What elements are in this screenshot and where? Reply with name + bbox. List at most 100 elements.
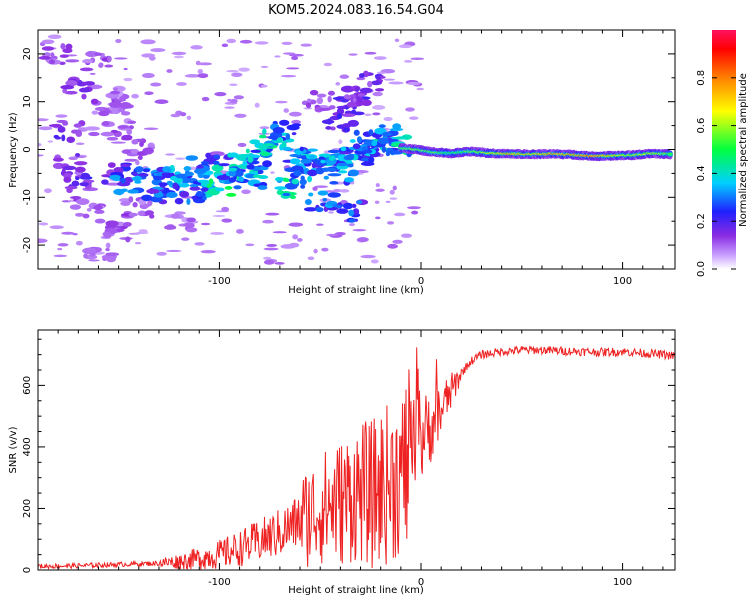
y-tick-label: 600: [22, 376, 33, 395]
speckle: [144, 91, 154, 96]
heatmap-cell: [339, 151, 352, 155]
heatmap-cell: [319, 107, 332, 111]
speckle: [364, 113, 372, 116]
heatmap-cell: [308, 192, 314, 197]
speckle: [270, 171, 275, 174]
speckle: [263, 247, 279, 251]
colorbar-label: Normalized spectral amplitude: [738, 73, 749, 227]
speckle: [143, 127, 159, 130]
heatmap-cell: [105, 255, 117, 263]
speckle: [94, 218, 106, 224]
speckle: [140, 39, 156, 45]
spectrogram-ylabel: Frequency (Hz): [8, 112, 19, 188]
heatmap-cell: [63, 176, 72, 183]
heatmap-cell: [61, 134, 66, 142]
heatmap-cell: [228, 169, 237, 177]
speckle: [254, 102, 260, 108]
speckle: [291, 119, 301, 125]
heatmap-cell: [349, 94, 357, 98]
heatmap-cell: [125, 236, 131, 243]
heatmap-cell: [218, 163, 230, 167]
speckle: [373, 56, 387, 60]
speckle: [307, 256, 315, 261]
speckle: [221, 43, 229, 48]
heatmap-cell: [378, 124, 386, 128]
heatmap-cell: [146, 188, 160, 194]
heatmap-cell: [336, 107, 345, 115]
speckle: [224, 106, 235, 109]
snr-series-line: [37, 345, 676, 571]
heatmap-cell: [120, 164, 131, 168]
speckle: [314, 185, 328, 189]
speckle: [260, 84, 268, 88]
heatmap-cell: [343, 94, 350, 100]
y-tick-label: 0: [22, 567, 33, 573]
speckle: [291, 56, 299, 61]
x-tick-label: 100: [613, 276, 632, 287]
x-tick-label: -100: [208, 577, 231, 588]
heatmap-cell: [105, 242, 111, 249]
speckle: [53, 254, 68, 258]
speckle: [236, 228, 244, 234]
heatmap-cell: [291, 178, 299, 185]
heatmap-cell: [336, 208, 349, 214]
heatmap-cell: [343, 128, 350, 133]
heatmap-cell: [340, 146, 347, 152]
heatmap-cell: [59, 54, 69, 58]
heatmap-cell: [66, 136, 76, 143]
heatmap-cell: [353, 129, 360, 136]
heatmap-cell: [344, 177, 355, 183]
heatmap-cell: [119, 102, 132, 109]
heatmap-cell: [262, 160, 272, 168]
heatmap-cell: [128, 212, 138, 217]
heatmap-cell: [354, 86, 360, 93]
speckle: [375, 216, 381, 220]
heatmap-cell: [164, 224, 177, 230]
heatmap-cell: [98, 63, 104, 68]
speckle: [339, 189, 350, 193]
speckle: [84, 126, 100, 131]
speckle: [200, 222, 211, 226]
heatmap-cell: [82, 179, 95, 183]
heatmap-cell: [208, 178, 214, 185]
speckle: [57, 243, 69, 247]
heatmap-cell: [300, 175, 305, 181]
heatmap-cell: [213, 154, 221, 159]
speckle: [233, 95, 244, 100]
heatmap-cell: [327, 95, 332, 103]
snr-frame: [37, 329, 676, 571]
speckle: [226, 69, 239, 73]
speckle: [75, 142, 85, 145]
heatmap-cell: [158, 182, 168, 187]
speckle: [321, 247, 329, 252]
heatmap-cell: [245, 173, 256, 179]
speckle: [138, 229, 148, 233]
heatmap-cell: [110, 129, 118, 133]
speckle: [281, 41, 293, 45]
heatmap-cell: [94, 209, 105, 214]
speckle: [296, 238, 303, 242]
speckle: [124, 158, 138, 162]
speckle: [141, 73, 155, 79]
heatmap-cell: [348, 218, 356, 223]
speckle: [280, 244, 296, 249]
heatmap-cell: [186, 198, 191, 206]
speckle: [316, 223, 324, 226]
y-tick-label: 10: [22, 95, 33, 108]
heatmap-cell: [349, 139, 356, 143]
speckle: [195, 60, 201, 66]
x-tick-label: 0: [418, 577, 424, 588]
heatmap-cell: [69, 196, 82, 200]
heatmap-cell: [119, 96, 125, 102]
heatmap-cell: [79, 182, 89, 187]
heatmap-cell: [127, 189, 139, 194]
heatmap-cell: [216, 175, 230, 181]
speckle: [265, 212, 280, 216]
heatmap-cell: [291, 165, 304, 173]
speckle: [212, 214, 226, 217]
heatmap-cell: [107, 162, 116, 168]
speckle: [407, 206, 421, 210]
speckle: [47, 140, 54, 143]
heatmap-cell: [327, 90, 335, 96]
